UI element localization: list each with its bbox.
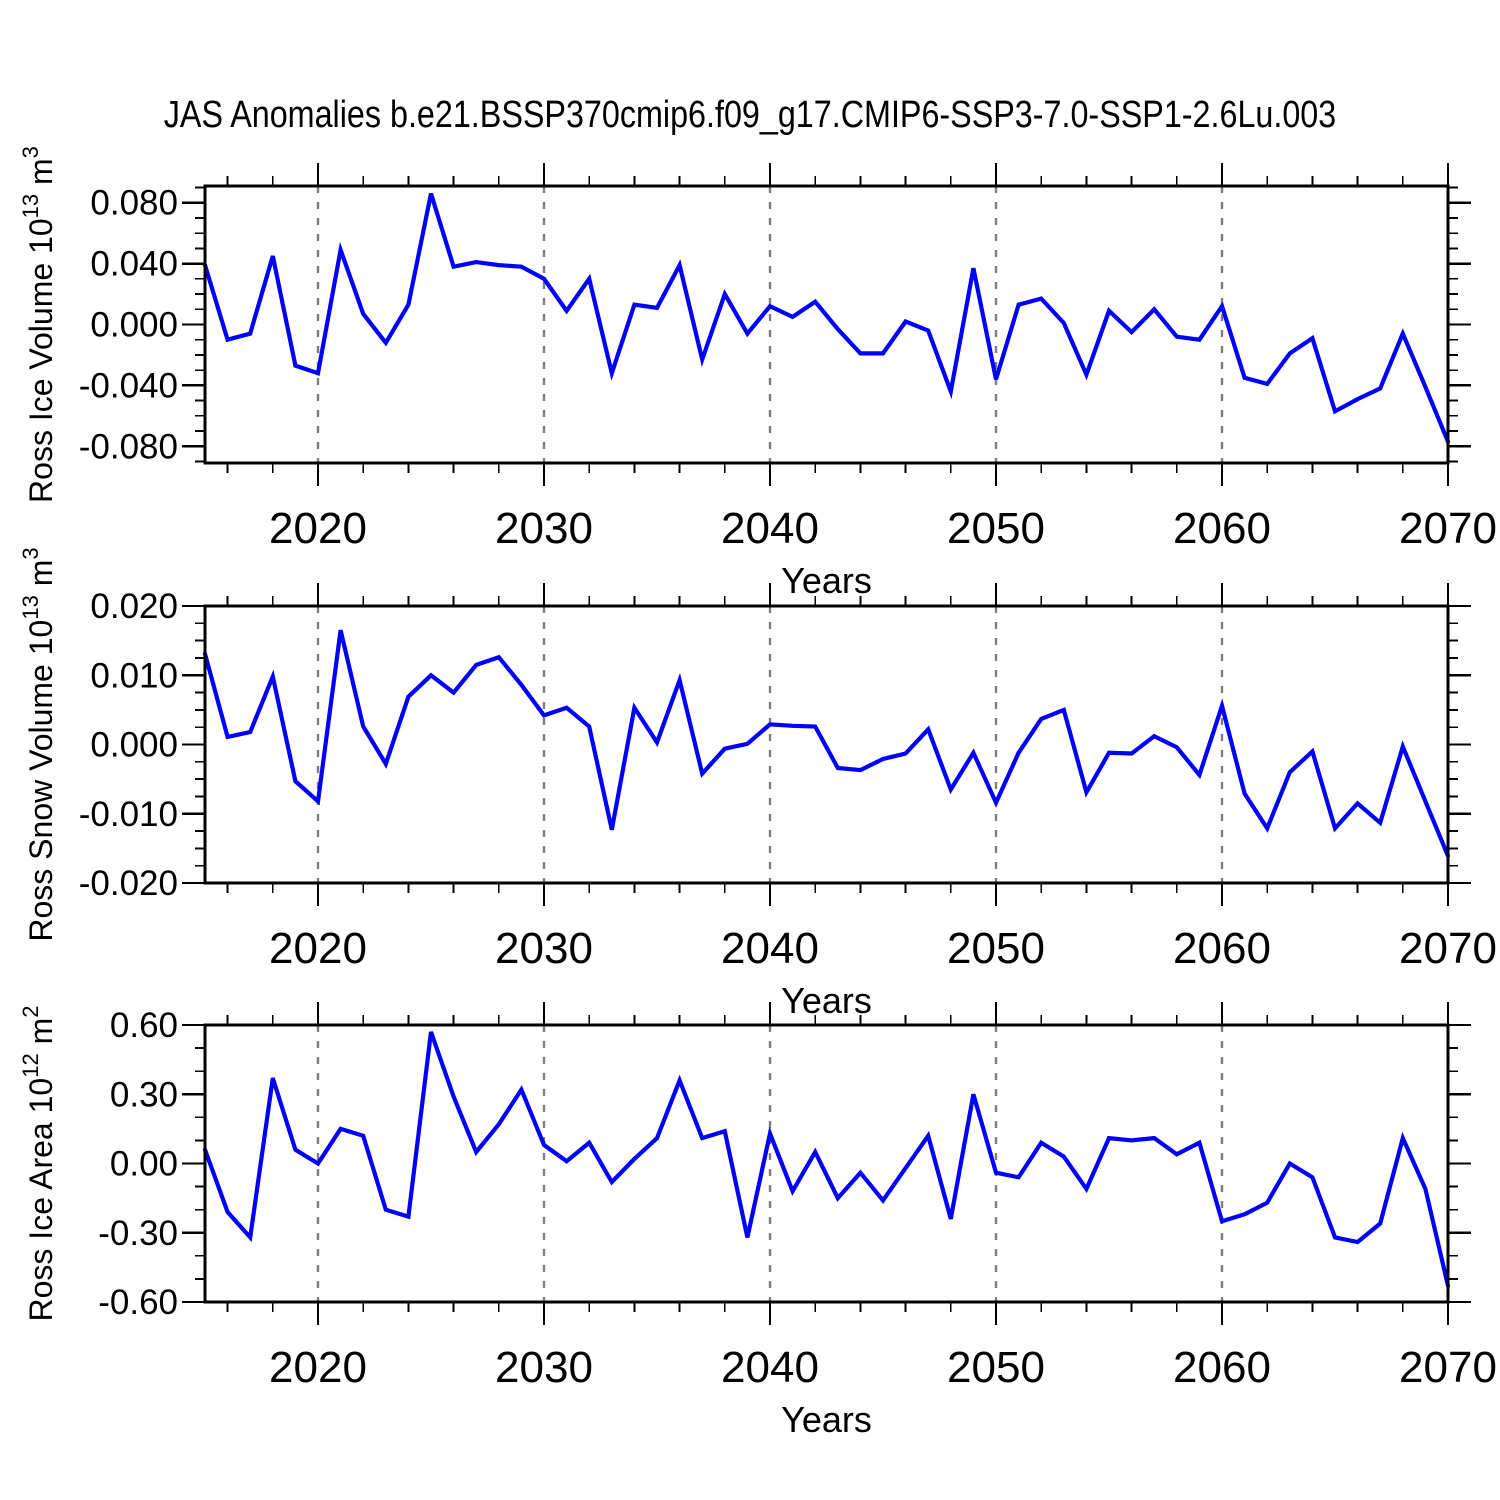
y-tick-label: -0.30 xyxy=(98,1214,178,1253)
y-tick-label: 0.040 xyxy=(90,245,178,284)
y-tick-label: 0.00 xyxy=(110,1145,178,1184)
y-tick-label: 0.000 xyxy=(90,306,178,345)
panel-ross-snow-volume: 2020 2030 2040 2050 2060 2070 Years 0.020 0.010 0… xyxy=(18,547,1497,1021)
x-ticks xyxy=(226,163,1450,486)
x-tick-label: 2060 xyxy=(1173,1343,1271,1392)
y-tick-label: 0.000 xyxy=(90,726,178,765)
x-tick-label: 2070 xyxy=(1399,504,1497,553)
x-tick-label: 2040 xyxy=(721,1343,819,1392)
x-tick-label: 2070 xyxy=(1399,924,1497,973)
y-ticks xyxy=(182,1023,1471,1304)
plot-frame xyxy=(203,1023,1450,1304)
y-axis-title: Ross Ice Area 1012 m2 xyxy=(18,1006,59,1322)
x-tick-label: 2020 xyxy=(269,504,367,553)
x-tick-label: 2050 xyxy=(947,924,1045,973)
anomaly-line xyxy=(202,192,1451,444)
x-tick-label: 2020 xyxy=(269,924,367,973)
y-ticks xyxy=(182,604,1471,885)
y-tick-label: 0.30 xyxy=(110,1075,178,1114)
x-tick-label: 2060 xyxy=(1173,504,1271,553)
y-axis-title: Ross Snow Volume 1013 m3 xyxy=(18,547,59,941)
y-tick-label: -0.60 xyxy=(98,1283,178,1322)
y-axis-title: Ross Ice Volume 1013 m3 xyxy=(18,146,59,503)
anomaly-line xyxy=(202,1031,1451,1288)
panel-ross-ice-volume: 2020 2030 2040 2050 2060 2070 Years 0.080 0.040 0… xyxy=(18,146,1497,601)
x-tick-label: 2030 xyxy=(495,1343,593,1392)
x-tick-label: 2050 xyxy=(947,1343,1045,1392)
x-tick-label: 2060 xyxy=(1173,924,1271,973)
x-axis-title: Years xyxy=(781,980,872,1021)
x-axis-title: Years xyxy=(781,1399,872,1440)
y-tick-label: 0.60 xyxy=(110,1006,178,1045)
chart-title: JAS Anomalies b.e21.BSSP370cmip6.f09_g17… xyxy=(163,94,1337,136)
x-tick-label: 2030 xyxy=(495,924,593,973)
x-axis-title: Years xyxy=(781,560,872,601)
y-tick-label: -0.020 xyxy=(79,864,178,903)
x-tick-label: 2030 xyxy=(495,504,593,553)
y-tick-label: 0.010 xyxy=(90,656,178,695)
x-tick-label: 2040 xyxy=(721,924,819,973)
x-ticks xyxy=(226,1002,1450,1325)
anomaly-line xyxy=(202,629,1451,859)
y-tick-label: 0.080 xyxy=(90,184,178,223)
x-tick-label: 2020 xyxy=(269,1343,367,1392)
plot-frame xyxy=(203,184,1450,465)
y-tick-label: 0.020 xyxy=(90,587,178,626)
x-tick-label: 2050 xyxy=(947,504,1045,553)
x-tick-label: 2070 xyxy=(1399,1343,1497,1392)
y-tick-label: -0.040 xyxy=(79,366,178,405)
y-tick-label: -0.010 xyxy=(79,795,178,834)
y-tick-label: -0.080 xyxy=(79,427,178,466)
x-tick-label: 2040 xyxy=(721,504,819,553)
x-ticks xyxy=(226,583,1450,906)
panel-ross-ice-area: 2020 2030 2040 2050 2060 2070 Years 0.60 0.30 0.0… xyxy=(18,1002,1497,1440)
y-ticks xyxy=(182,186,1471,463)
